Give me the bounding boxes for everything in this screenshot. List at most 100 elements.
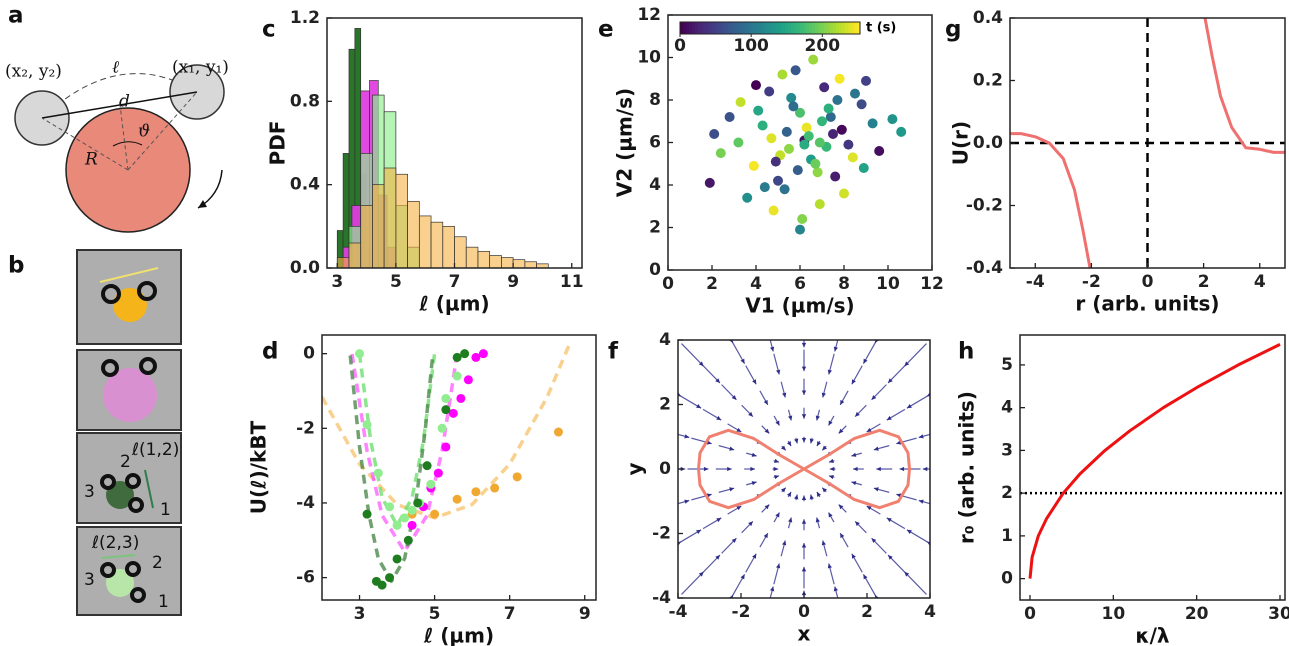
colorbar-step xyxy=(854,22,858,34)
stream-arrow xyxy=(729,446,735,451)
colorbar-step xyxy=(686,22,690,34)
point xyxy=(553,427,563,437)
point xyxy=(362,420,372,430)
point xyxy=(808,54,819,65)
stream-arrow xyxy=(833,586,838,592)
stream-arrow xyxy=(715,378,720,383)
stream-arrow xyxy=(828,458,834,464)
point xyxy=(704,177,715,188)
stream-arrow xyxy=(851,379,856,385)
point xyxy=(759,182,770,193)
y-tick-label: 0.2 xyxy=(973,71,1003,91)
stream-arrow xyxy=(875,594,880,598)
stream-arrow xyxy=(828,512,833,518)
colorbar-step xyxy=(758,22,762,34)
stream-arrow xyxy=(774,458,780,464)
stream-arrow xyxy=(740,574,745,580)
diagram-b: 3 2 ℓ(1,2) 1 ℓ(2,3) 3 2 1 xyxy=(76,249,182,616)
stream-arrow xyxy=(886,415,892,421)
stream-arrow xyxy=(851,553,856,559)
y-tick-label: 4 xyxy=(649,175,661,195)
label: ϑ xyxy=(138,122,150,142)
point xyxy=(471,352,481,362)
stream-arrow xyxy=(731,395,737,400)
x-tick-label: 4 xyxy=(1254,272,1266,292)
streamline xyxy=(904,343,927,367)
colorbar-step xyxy=(728,22,732,34)
x-axis-label: ℓ (µm) xyxy=(418,292,489,316)
chart: g -4 -2 0 2 4 -0.4 -0.2 0.0 0.2 0.4 r (arb. units) U… xyxy=(945,8,1286,316)
y-tick-label: 4 xyxy=(659,330,671,350)
panel-label: b xyxy=(8,253,24,279)
stream-arrow xyxy=(763,533,768,539)
stream-arrow xyxy=(728,594,733,598)
y-tick-label: -2 xyxy=(296,418,315,438)
panel-label: f xyxy=(608,339,619,365)
point xyxy=(748,160,759,171)
axes-frame xyxy=(1019,334,1286,601)
radius xyxy=(119,104,129,171)
colorbar-step xyxy=(749,22,753,34)
point xyxy=(887,114,898,125)
colorbar-step xyxy=(857,22,861,34)
point xyxy=(823,103,834,114)
point xyxy=(742,192,753,203)
x-tick-label: -2 xyxy=(732,602,751,622)
colorbar-step xyxy=(719,22,723,34)
bar xyxy=(360,205,373,268)
point xyxy=(753,105,764,116)
stream-arrow xyxy=(788,415,793,421)
point xyxy=(830,171,841,182)
colorbar-step xyxy=(701,22,705,34)
colorbar-step xyxy=(737,22,741,34)
chart: d 3 5 7 9 0 -2 -4 -6 ℓ (µm) U(ℓ)/kBT xyxy=(247,334,597,646)
stream-arrow xyxy=(731,538,737,543)
point xyxy=(373,468,383,478)
chart: c 3 5 7 9 11 0.0 0.4 0.8 1.2 ℓ (µm) PDF xyxy=(262,8,584,316)
point xyxy=(463,375,473,385)
stream-arrow xyxy=(899,466,905,472)
stream-arrow xyxy=(776,369,781,375)
stream-arrow xyxy=(776,563,781,569)
point xyxy=(735,97,746,108)
stream-arrow xyxy=(801,543,807,548)
stream-arrow xyxy=(888,555,893,560)
stream-arrow xyxy=(822,445,827,451)
curve xyxy=(350,353,459,554)
point xyxy=(362,509,372,519)
stream-arrow xyxy=(751,452,757,457)
bar xyxy=(524,261,537,268)
colorbar-frame xyxy=(679,21,861,35)
stream-arrow xyxy=(851,452,857,457)
x-tick-label: 6 xyxy=(794,274,806,294)
bead xyxy=(139,357,157,375)
colorbar-step xyxy=(746,22,750,34)
colorbar-step xyxy=(821,22,825,34)
point xyxy=(788,101,799,112)
stream-arrow xyxy=(918,499,924,504)
stream-arrow xyxy=(821,392,826,398)
bead xyxy=(100,562,116,578)
bar xyxy=(536,263,549,268)
stream-arrow xyxy=(855,411,860,417)
stream-arrow xyxy=(801,366,807,372)
stream-arrow xyxy=(770,346,775,352)
x-tick-label: 7 xyxy=(449,272,461,292)
x-tick-label: 11 xyxy=(560,272,584,292)
bar xyxy=(336,257,350,268)
stream-arrow xyxy=(715,555,720,560)
bar xyxy=(501,257,514,268)
x-tick-label: 7 xyxy=(504,604,516,624)
colorbar-step xyxy=(722,22,726,34)
y-axis-label: r₀ (arb. units) xyxy=(955,391,979,544)
stream-arrow xyxy=(729,487,735,492)
colorbar-step xyxy=(743,22,747,34)
colorbar-step xyxy=(779,22,783,34)
stream-arrow xyxy=(698,361,704,367)
point xyxy=(856,99,867,110)
colorbar-step xyxy=(836,22,840,34)
x-tick-label: -4 xyxy=(1026,272,1045,292)
stream-arrow xyxy=(906,529,912,534)
angle xyxy=(112,141,143,147)
point xyxy=(452,494,462,504)
